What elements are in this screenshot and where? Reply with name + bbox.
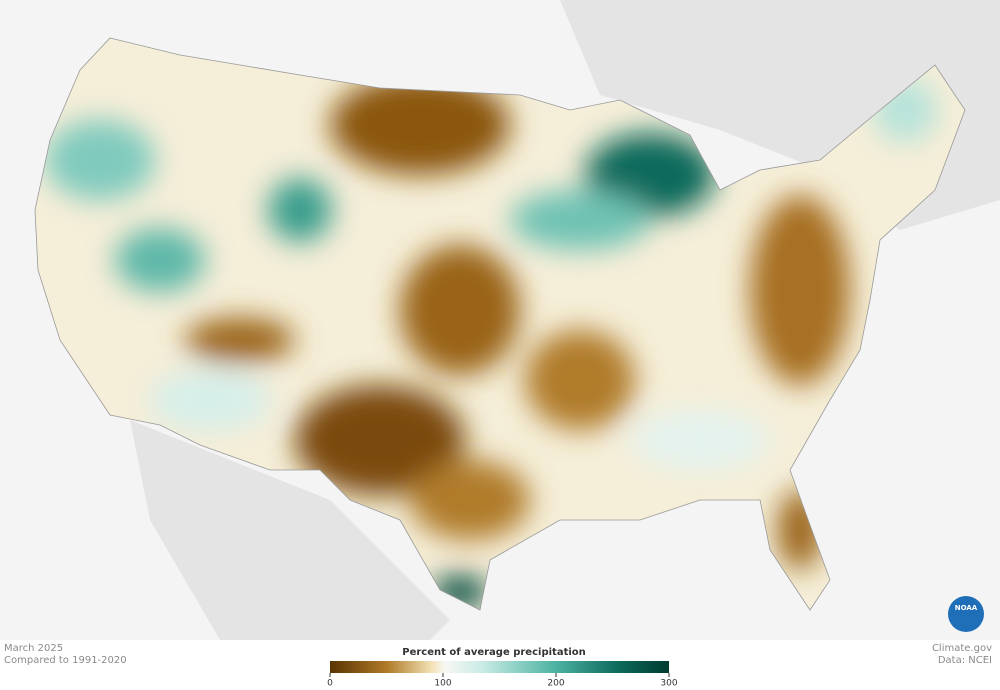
- colorbar-tick-label: 0: [327, 679, 333, 689]
- mexico: [130, 420, 450, 640]
- noaa-logo: [948, 596, 984, 632]
- credit: Climate.gov: [932, 643, 992, 654]
- colorbar-tick-label: 300: [660, 679, 677, 689]
- us-outline: [34, 37, 966, 611]
- logo-text: NOAA: [955, 604, 978, 612]
- baseline: Compared to 1991-2020: [4, 655, 127, 666]
- colorbar-tick-label: 200: [547, 679, 564, 689]
- source: Data: NCEI: [938, 655, 992, 666]
- date: March 2025: [4, 643, 63, 654]
- colorbar-tick-label: 100: [434, 679, 451, 689]
- legend-title: Percent of average precipitation: [402, 647, 586, 658]
- colorbar: [330, 661, 669, 673]
